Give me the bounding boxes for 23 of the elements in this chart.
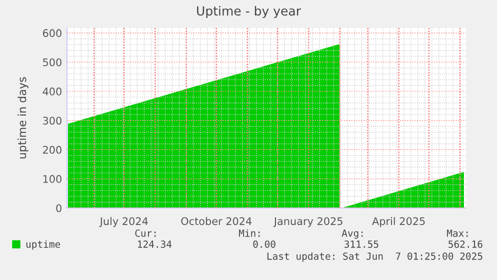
text: 311.55 (344, 240, 378, 248)
text: 0.00 (253, 240, 276, 248)
y-axis-title: uptime in days (18, 77, 28, 158)
legend-label: uptime (26, 240, 60, 250)
chart-title: Uptime - by year (197, 6, 301, 18)
x-tick-label: January 2025 (273, 217, 342, 228)
x-tick-label: October 2024 (181, 217, 252, 226)
x-tick-label: April 2025 (372, 217, 425, 228)
text: Last update: Sat Jun 7 01:25:00 2025 (267, 252, 482, 262)
y-tick-label: 500 (43, 58, 62, 66)
y-tick-label: 400 (42, 88, 62, 96)
y-tick-label: 100 (43, 175, 62, 183)
text: 562.16 (448, 240, 482, 248)
x-tick-label: July 2024 (99, 217, 148, 228)
y-tick-label: 300 (43, 116, 62, 125)
y-tick-label: 0 (56, 204, 62, 212)
y-tick-label: 200 (43, 146, 62, 154)
text: Max: (446, 230, 468, 237)
text: Min: (238, 229, 260, 237)
text: 124.34 (138, 240, 172, 248)
text: Cur: (135, 229, 156, 237)
y-tick-label: 600 (42, 29, 62, 38)
text: Avg: (342, 230, 363, 239)
